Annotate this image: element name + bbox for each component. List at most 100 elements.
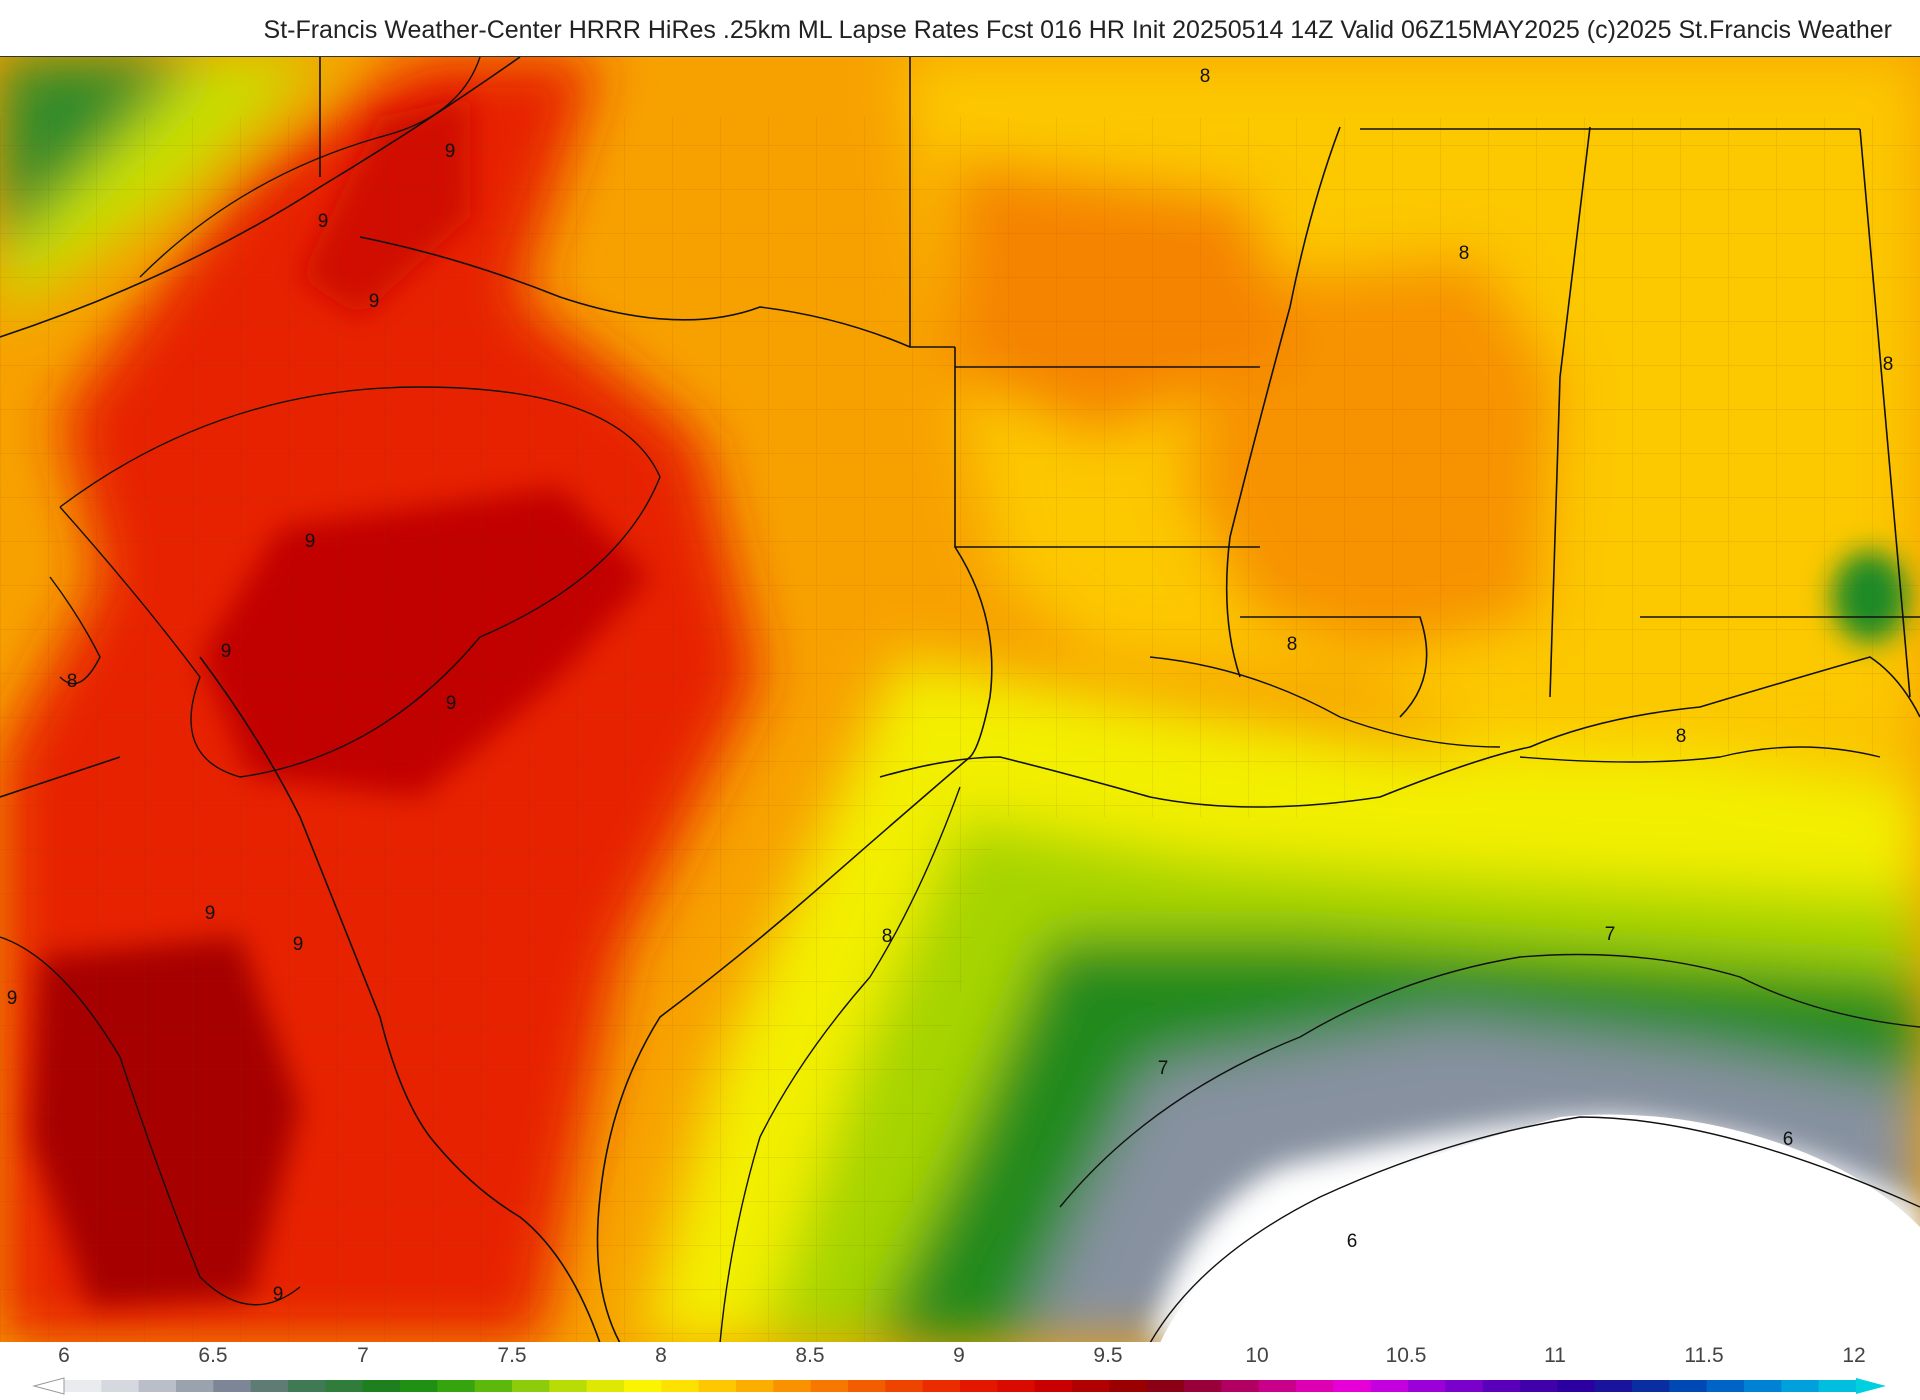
- colorbar-swatch: [437, 1380, 476, 1392]
- contour-8-nw: [49, 576, 101, 685]
- colorbar-swatch: [176, 1380, 214, 1392]
- colorbar-tick: 7.5: [497, 1344, 527, 1367]
- colorbar-swatch: [624, 1380, 662, 1392]
- colorbar-swatch: [512, 1380, 550, 1392]
- colorbar-swatch: [288, 1380, 326, 1392]
- contour-label: 8: [882, 926, 893, 947]
- la-ms-line: [1240, 616, 1428, 718]
- colorbar-left-arrow: [32, 1377, 65, 1395]
- colorbar-swatch: [1744, 1380, 1782, 1392]
- contour-label: 9: [221, 641, 232, 662]
- colorbar-swatch: [1258, 1380, 1297, 1392]
- colorbar-tick: 6: [58, 1344, 70, 1367]
- colorbar-swatch: [1408, 1380, 1446, 1392]
- colorbar-swatch: [1482, 1380, 1521, 1392]
- coastline: [879, 656, 1920, 808]
- colorbar-tick-labels: 6 6.5 7 7.5 8 8.5 9 9.5 10 10.5 11 11.5 …: [0, 1344, 1920, 1368]
- colorbar-swatch: [810, 1380, 849, 1392]
- contour-label: 6: [1783, 1129, 1794, 1150]
- colorbar-swatch: [586, 1380, 625, 1392]
- colorbar-swatch: [250, 1380, 289, 1392]
- contour-label: 8: [1883, 354, 1894, 375]
- rio-grande: [199, 656, 601, 1343]
- nm-line: [0, 756, 121, 798]
- colorbar-swatch: [885, 1380, 924, 1392]
- contour-label: 8: [1459, 243, 1470, 264]
- colorbar-swatch: [1146, 1380, 1185, 1392]
- colorbar-swatch: [549, 1380, 588, 1392]
- contour-9-north: [139, 57, 481, 278]
- colorbar-swatch: [400, 1380, 438, 1392]
- colorbar-swatch: [848, 1380, 886, 1392]
- contour-8-gulf: [1519, 746, 1881, 763]
- colorbar-tick: 8: [655, 1344, 667, 1367]
- colorbar-swatch: [362, 1380, 401, 1392]
- colorbar-swatch: [1221, 1380, 1260, 1392]
- contour-8-la: [1149, 656, 1501, 748]
- colorbar-swatch: [1370, 1380, 1409, 1392]
- contour-label: 9: [446, 693, 457, 714]
- map-title: St-Francis Weather-Center HRRR HiRes .25…: [263, 16, 1892, 44]
- colorbar-swatch: [1296, 1380, 1334, 1392]
- colorbar-tick: 10.5: [1385, 1344, 1427, 1367]
- colorbar-swatch: [997, 1380, 1036, 1392]
- colorbar-swatch: [1520, 1380, 1558, 1392]
- colorbar-tick: 8.5: [795, 1344, 825, 1367]
- colorbar-swatches: [64, 1380, 1857, 1392]
- colorbar-tick: 11: [1544, 1344, 1566, 1367]
- contour-label: 9: [369, 291, 380, 312]
- red-river: [359, 236, 955, 348]
- contour-label: 8: [1287, 634, 1298, 655]
- colorbar-swatch: [138, 1380, 177, 1392]
- colorbar-swatch: [773, 1380, 812, 1392]
- colorbar-tick: 7: [357, 1344, 369, 1367]
- colorbar-swatch: [101, 1380, 140, 1392]
- colorbar-swatch: [213, 1380, 252, 1392]
- contour-label: 9: [305, 531, 316, 552]
- colorbar-swatch: [1781, 1380, 1820, 1392]
- colorbar-tick: 6.5: [198, 1344, 228, 1367]
- contour-6: [1149, 1116, 1920, 1343]
- contour-label: 7: [1605, 924, 1616, 945]
- contour-label: 7: [1158, 1058, 1169, 1079]
- mississippi: [1225, 126, 1341, 678]
- colorbar-swatch: [960, 1380, 998, 1392]
- contour-9-west: [59, 386, 661, 778]
- colorbar-swatch: [661, 1380, 700, 1392]
- contour-7: [1059, 953, 1920, 1208]
- colorbar-swatch: [698, 1380, 737, 1392]
- colorbar-swatch: [1706, 1380, 1745, 1392]
- header-bar: St-Francis Weather-Center HRRR HiRes .25…: [0, 0, 1920, 56]
- ms-al-line: [1549, 126, 1591, 698]
- colorbar-tick: 9.5: [1093, 1344, 1123, 1367]
- county-grid: [0, 117, 1920, 1343]
- contour-label: 9: [445, 141, 456, 162]
- contour-label: 6: [1347, 1231, 1358, 1252]
- contour-label: 8: [1676, 726, 1687, 747]
- colorbar-swatch: [1072, 1380, 1110, 1392]
- boundaries: [0, 57, 1920, 1343]
- state-line-2: [0, 57, 521, 338]
- al-ga-line: [1859, 128, 1911, 698]
- colorbar-swatch: [1818, 1380, 1857, 1392]
- colorbar-swatch: [922, 1380, 961, 1392]
- colorbar-swatch: [64, 1380, 102, 1392]
- colorbar: [32, 1377, 1886, 1395]
- contour-label: 9: [293, 934, 304, 955]
- colorbar-tick: 10: [1245, 1344, 1269, 1367]
- colorbar-swatch: [1632, 1380, 1670, 1392]
- colorbar-swatch: [1034, 1380, 1073, 1392]
- contour-9-south: [0, 936, 301, 1306]
- colorbar-swatch: [1445, 1380, 1484, 1392]
- colorbar-swatch: [1594, 1380, 1633, 1392]
- texas-coast: [596, 756, 971, 1343]
- colorbar-swatch: [474, 1380, 513, 1392]
- contour-8-tx: [719, 786, 961, 1343]
- colorbar-swatch: [325, 1380, 364, 1392]
- colorbar-tick: 12: [1842, 1344, 1866, 1367]
- contour-label: 9: [318, 211, 329, 232]
- colorbar-swatch: [1333, 1380, 1372, 1392]
- colorbar-tick: 9: [953, 1344, 965, 1367]
- colorbar-swatch: [736, 1380, 774, 1392]
- contour-label: 9: [205, 903, 216, 924]
